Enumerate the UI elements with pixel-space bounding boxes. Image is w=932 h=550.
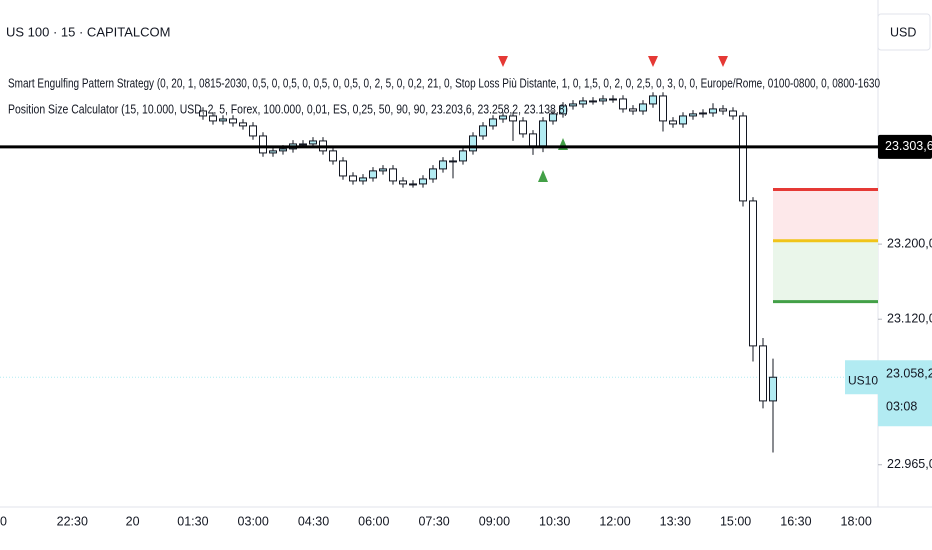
candle-body bbox=[229, 118, 237, 124]
candle-body bbox=[269, 150, 277, 154]
currency-box[interactable] bbox=[877, 13, 931, 51]
x-tick-label: 18:00 bbox=[841, 514, 872, 528]
x-tick-label: 00 bbox=[0, 514, 7, 528]
candle-body bbox=[209, 115, 217, 122]
last-price-badge bbox=[878, 360, 932, 427]
candle-body bbox=[389, 168, 397, 182]
x-tick-label: 20 bbox=[126, 514, 140, 528]
candle-body bbox=[309, 140, 317, 145]
candle-body bbox=[559, 105, 567, 115]
candle-body bbox=[749, 200, 757, 347]
candle-body bbox=[249, 125, 257, 137]
y-tick-label: 23.200,0 bbox=[887, 236, 932, 250]
candle-body bbox=[299, 143, 307, 146]
sell-signal bbox=[648, 56, 658, 67]
candle-body bbox=[199, 110, 207, 117]
x-tick-label: 15:00 bbox=[720, 514, 751, 528]
candle-body bbox=[259, 135, 267, 154]
candle-body bbox=[369, 170, 377, 179]
x-tick-label: 04:30 bbox=[298, 514, 329, 528]
candle-body bbox=[489, 118, 497, 127]
candle-body bbox=[349, 175, 357, 182]
candle-body bbox=[219, 118, 227, 122]
candle-body bbox=[659, 95, 667, 122]
candle-body bbox=[699, 112, 707, 115]
candle-body bbox=[719, 108, 727, 112]
reward-zone bbox=[773, 240, 878, 302]
indicator-legend[interactable]: Smart Engulfing Pattern Strategy (0, 20,… bbox=[8, 76, 880, 90]
candle-body bbox=[759, 345, 767, 402]
candle-body bbox=[579, 100, 587, 105]
candle-body bbox=[469, 135, 477, 152]
candle-body bbox=[379, 168, 387, 172]
sell-signal bbox=[718, 56, 728, 67]
candle-body bbox=[669, 120, 677, 125]
candle-body bbox=[729, 110, 737, 117]
candle-body bbox=[739, 115, 747, 202]
x-tick-label: 12:00 bbox=[599, 514, 630, 528]
candle-body bbox=[339, 160, 347, 177]
indicator-legend[interactable]: Position Size Calculator (15, 10.000, US… bbox=[8, 102, 568, 116]
x-tick-label: 07:30 bbox=[418, 514, 449, 528]
candle-body bbox=[569, 103, 577, 107]
candle-body bbox=[599, 98, 607, 102]
candle-body bbox=[689, 113, 697, 117]
plot bbox=[0, 92, 878, 453]
candle-body bbox=[709, 108, 717, 114]
candle-body bbox=[519, 120, 527, 135]
x-tick-label: 22:30 bbox=[57, 514, 88, 528]
candle-body bbox=[479, 125, 487, 137]
y-tick-label: 23.120,0 bbox=[887, 312, 932, 326]
x-tick-label: 10:30 bbox=[539, 514, 570, 528]
last-price-label: 23.058,2 bbox=[886, 367, 932, 381]
candle-body bbox=[679, 115, 687, 125]
candle-body bbox=[539, 120, 547, 147]
x-tick-label: 13:30 bbox=[660, 514, 691, 528]
candle-body bbox=[419, 178, 427, 185]
candle-body bbox=[499, 115, 507, 120]
x-tick-label: 03:00 bbox=[238, 514, 269, 528]
candle-body bbox=[239, 122, 247, 127]
risk-zone bbox=[773, 189, 878, 241]
candle-body bbox=[639, 103, 647, 112]
candle-body bbox=[629, 108, 637, 112]
candle-body bbox=[609, 98, 617, 101]
x-tick-label: 01:30 bbox=[177, 514, 208, 528]
candle-body bbox=[769, 376, 777, 402]
price-line-badge bbox=[878, 134, 932, 159]
candle-body bbox=[549, 113, 557, 122]
currency[interactable]: USD bbox=[890, 25, 916, 39]
buy-signal bbox=[538, 170, 548, 182]
candle-body bbox=[619, 98, 627, 110]
candle-body bbox=[649, 95, 657, 105]
candle-body bbox=[409, 183, 417, 186]
candle-body bbox=[329, 150, 337, 162]
candle-body bbox=[589, 100, 597, 103]
candle-body bbox=[429, 168, 437, 180]
symbol-label: US100 bbox=[848, 373, 885, 387]
price-line-label: 23.303,6 bbox=[885, 139, 932, 153]
x-tick-label: 16:30 bbox=[780, 514, 811, 528]
candle-body bbox=[459, 150, 467, 162]
symbol-badge bbox=[845, 360, 878, 395]
sell-signal bbox=[498, 56, 508, 67]
candle-body bbox=[449, 160, 457, 163]
candle-body bbox=[529, 133, 537, 147]
candle-body bbox=[279, 148, 287, 152]
countdown: 03:08 bbox=[886, 400, 917, 414]
x-tick-label: 09:00 bbox=[479, 514, 510, 528]
candle-body bbox=[509, 115, 517, 122]
candle-body bbox=[399, 180, 407, 185]
chart-title: US 100 · 15 · CAPITALCOM bbox=[6, 24, 170, 39]
y-tick-label: 22.965,0 bbox=[887, 457, 932, 471]
candle-body bbox=[439, 160, 447, 170]
x-tick-label: 06:00 bbox=[358, 514, 389, 528]
candle-body bbox=[359, 177, 367, 182]
